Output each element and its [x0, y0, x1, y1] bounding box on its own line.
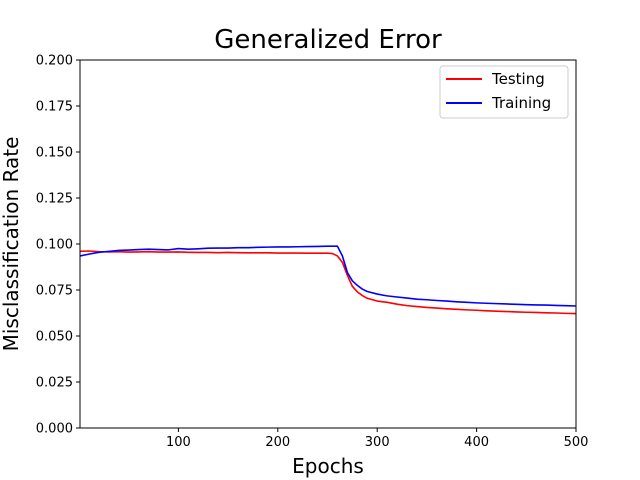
x-tick-label: 400 — [464, 435, 489, 450]
y-tick-label: 0.150 — [36, 146, 73, 161]
x-axis-title: Epochs — [292, 454, 364, 478]
y-tick-label: 0.025 — [36, 376, 73, 391]
series-layer — [80, 245, 576, 315]
y-tick-label: 0.125 — [36, 192, 73, 207]
legend: Testing Training — [439, 65, 569, 119]
y-axis: 0.000 0.025 0.050 0.075 0.100 0.125 0.150 0.175… — [36, 54, 80, 437]
series-line-testing — [80, 250, 576, 315]
chart-title: Generalized Error — [214, 25, 442, 55]
y-tick-label: 0.000 — [36, 422, 73, 437]
y-tick-label: 0.200 — [36, 54, 73, 69]
legend-label: Training — [491, 94, 551, 112]
y-tick-label: 0.075 — [36, 284, 73, 299]
y-tick-label: 0.050 — [36, 330, 73, 345]
y-tick-label: 0.100 — [36, 238, 73, 253]
x-axis: 100 200 300 400 500 — [166, 428, 588, 450]
y-tick-label: 0.175 — [36, 100, 73, 115]
legend-label: Testing — [491, 70, 545, 88]
y-axis-title: Misclassification Rate — [0, 137, 23, 352]
series-line-training — [80, 245, 576, 307]
x-tick-label: 300 — [365, 435, 390, 450]
x-tick-label: 100 — [166, 435, 191, 450]
x-tick-label: 200 — [265, 435, 290, 450]
x-tick-label: 500 — [564, 435, 589, 450]
